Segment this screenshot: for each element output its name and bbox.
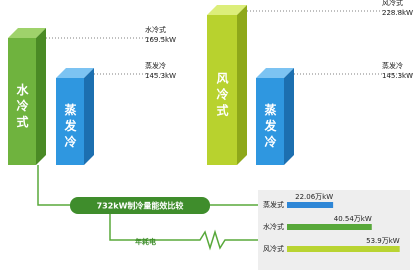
category-label: 蒸发式 xyxy=(263,200,284,209)
block-name: 蒸发冷 xyxy=(145,61,166,70)
bar xyxy=(287,202,333,208)
block-label: 风冷式 xyxy=(215,72,229,120)
block-side xyxy=(284,68,294,165)
value-label: 53.9万kW xyxy=(366,237,400,245)
block-label: 蒸发冷 xyxy=(63,102,77,151)
power-label: 年耗电 xyxy=(135,237,156,246)
category-label: 风冷式 xyxy=(263,244,284,253)
block-name: 水冷式 xyxy=(145,25,166,34)
block-value: 145.3kW xyxy=(145,72,176,80)
block-name: 蒸发冷 xyxy=(382,61,403,70)
category-label: 水冷式 xyxy=(263,222,284,231)
block-side xyxy=(237,5,247,165)
banner: 732kW制冷量能效比较 xyxy=(97,201,184,211)
value-label: 22.06万kW xyxy=(295,193,333,201)
block-side xyxy=(36,28,46,165)
block-label: 蒸发冷 xyxy=(263,102,277,151)
block-value: 145.3kW xyxy=(382,72,413,80)
bar xyxy=(287,224,372,230)
infographic: 732kW制冷量能效比较 年耗电 水冷式水冷式169.5kW蒸发冷蒸发冷145.… xyxy=(0,0,416,275)
block-name: 风冷式 xyxy=(382,0,403,7)
block-value: 228.8kW xyxy=(382,9,413,17)
block-value: 169.5kW xyxy=(145,36,176,44)
bar xyxy=(287,246,400,252)
block-side xyxy=(84,68,94,165)
value-label: 40.54万kW xyxy=(334,215,372,223)
block-label: 水冷式 xyxy=(15,82,29,131)
